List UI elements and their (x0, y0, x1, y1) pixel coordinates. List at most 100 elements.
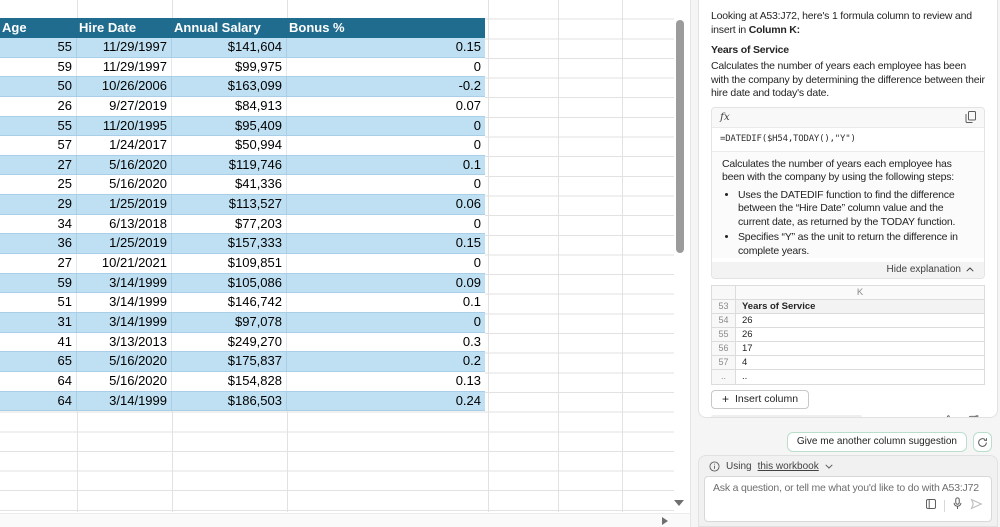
table-cell[interactable]: $249,270 (172, 332, 287, 352)
composer-input[interactable] (713, 482, 983, 508)
table-cell[interactable]: 10/26/2006 (77, 77, 172, 96)
table-cell[interactable]: 0 (473, 137, 481, 153)
table-cell[interactable]: 11/29/1997 (77, 57, 172, 77)
table-cell[interactable]: 0.1 (462, 294, 481, 310)
refresh-icon[interactable] (973, 432, 992, 452)
table-cell[interactable]: 0.1 (462, 156, 481, 172)
table-cell[interactable]: $163,099 (172, 77, 287, 96)
table-cell[interactable]: 59 (0, 57, 77, 77)
table-cell[interactable]: 1/24/2017 (77, 136, 172, 155)
table-cell[interactable]: 64 (0, 371, 77, 391)
formula-bar-header: fx (712, 107, 984, 128)
table-cell[interactable]: $154,828 (172, 371, 287, 391)
table-cell[interactable]: 34 (0, 214, 77, 234)
scroll-right-arrow-icon[interactable] (662, 517, 668, 525)
table-cell[interactable]: $105,086 (172, 273, 287, 293)
table-cell[interactable]: 1/25/2019 (77, 195, 172, 214)
table-cell[interactable]: 36 (0, 234, 77, 254)
table-cell[interactable]: 41 (0, 332, 77, 352)
table-cell[interactable]: 0 (473, 255, 481, 271)
table-cell[interactable]: $186,503 (172, 391, 287, 411)
microphone-icon[interactable] (952, 497, 963, 515)
thumbs-up-icon[interactable] (943, 413, 955, 417)
table-cell[interactable]: $109,851 (172, 254, 287, 273)
table-cell[interactable]: 0 (473, 117, 481, 133)
table-cell[interactable]: 9/27/2019 (77, 96, 172, 116)
insert-column-button[interactable]: + Insert column (711, 390, 810, 409)
table-cell[interactable]: 3/14/1999 (77, 391, 172, 411)
table-cell[interactable]: $119,746 (172, 155, 287, 175)
table-cell[interactable]: 57 (0, 136, 77, 155)
table-cell[interactable]: $95,409 (172, 116, 287, 136)
table-cell[interactable]: 25 (0, 175, 77, 195)
table-cell[interactable]: 0.15 (455, 39, 481, 54)
hide-explanation-button[interactable]: Hide explanation (712, 262, 984, 278)
table-cell[interactable]: 0 (473, 215, 481, 231)
table-cell[interactable]: 27 (0, 254, 77, 273)
table-cell[interactable]: 0 (473, 58, 481, 74)
table-cell[interactable]: 64 (0, 391, 77, 411)
vertical-scrollbar-thumb[interactable] (676, 20, 684, 253)
table-cell[interactable]: 0.13 (455, 372, 481, 388)
table-cell[interactable]: 11/29/1997 (77, 38, 172, 57)
table-cell[interactable]: 59 (0, 273, 77, 293)
table-cell[interactable]: 0.15 (455, 235, 481, 251)
table-cell[interactable]: 26 (0, 96, 77, 116)
thumbs-down-icon[interactable] (967, 413, 979, 417)
table-cell[interactable]: 31 (0, 312, 77, 332)
table-cell[interactable]: 0.3 (462, 333, 481, 349)
another-suggestion-button[interactable]: Give me another column suggestion (786, 432, 967, 452)
table-cell[interactable]: 5/16/2020 (77, 352, 172, 371)
table-cell[interactable]: 51 (0, 293, 77, 312)
table-cell[interactable]: $113,527 (172, 195, 287, 214)
table-cell[interactable]: 0 (473, 176, 481, 192)
table-cell[interactable]: $50,994 (172, 136, 287, 155)
table-cell[interactable]: 5/16/2020 (77, 155, 172, 175)
table-cell[interactable]: $146,742 (172, 293, 287, 312)
horizontal-scrollbar-track[interactable] (0, 513, 690, 527)
table-cell[interactable]: 0.09 (455, 274, 481, 290)
table-cell[interactable]: $175,837 (172, 352, 287, 371)
table-row: 31 3/14/1999 $97,078 0 (0, 312, 485, 333)
table-cell[interactable]: 55 (0, 116, 77, 136)
table-cell[interactable]: 3/14/1999 (77, 293, 172, 312)
table-cell[interactable]: 0 (473, 313, 481, 329)
table-cell[interactable]: 55 (0, 38, 77, 57)
table-cell[interactable]: $84,913 (172, 96, 287, 116)
formula-text[interactable]: =DATEDIF($H54,TODAY(),"Y") (712, 127, 984, 151)
column-header-bonus[interactable]: Bonus % (289, 20, 345, 35)
send-icon[interactable] (970, 497, 983, 515)
table-cell[interactable]: 0.07 (455, 97, 481, 113)
table-cell[interactable]: 50 (0, 77, 77, 96)
table-cell[interactable]: 0.06 (455, 196, 481, 212)
table-cell[interactable]: $99,975 (172, 57, 287, 77)
table-cell[interactable]: 0.2 (462, 353, 481, 369)
table-cell[interactable]: 11/20/1995 (77, 116, 172, 136)
column-header-hire-date[interactable]: Hire Date (79, 20, 137, 35)
table-cell[interactable]: 6/13/2018 (77, 214, 172, 234)
prompt-notebook-icon[interactable] (925, 497, 937, 515)
table-cell[interactable]: -0.2 (458, 78, 481, 94)
copy-icon[interactable] (965, 111, 976, 123)
workbook-link[interactable]: this workbook (757, 461, 819, 472)
table-cell[interactable]: 3/14/1999 (77, 312, 172, 332)
table-cell[interactable]: 5/16/2020 (77, 175, 172, 195)
table-cell[interactable]: 5/16/2020 (77, 371, 172, 391)
scroll-down-arrow-icon[interactable] (674, 500, 684, 506)
table-cell[interactable]: 10/21/2021 (77, 254, 172, 273)
table-cell[interactable]: 1/25/2019 (77, 234, 172, 254)
table-cell[interactable]: 3/13/2013 (77, 332, 172, 352)
column-header-annual-salary[interactable]: Annual Salary (174, 20, 261, 35)
table-cell[interactable]: 65 (0, 352, 77, 371)
table-cell[interactable]: $77,203 (172, 214, 287, 234)
table-cell[interactable]: 27 (0, 155, 77, 175)
table-cell[interactable]: $141,604 (172, 38, 287, 57)
table-cell[interactable]: $41,336 (172, 175, 287, 195)
table-cell[interactable]: $97,078 (172, 312, 287, 332)
context-row[interactable]: Using this workbook (699, 456, 997, 476)
table-cell[interactable]: $157,333 (172, 234, 287, 254)
table-cell[interactable]: 0.24 (455, 392, 481, 408)
table-cell[interactable]: 3/14/1999 (77, 273, 172, 293)
column-header-age[interactable]: Age (2, 20, 27, 35)
table-cell[interactable]: 29 (0, 195, 77, 214)
